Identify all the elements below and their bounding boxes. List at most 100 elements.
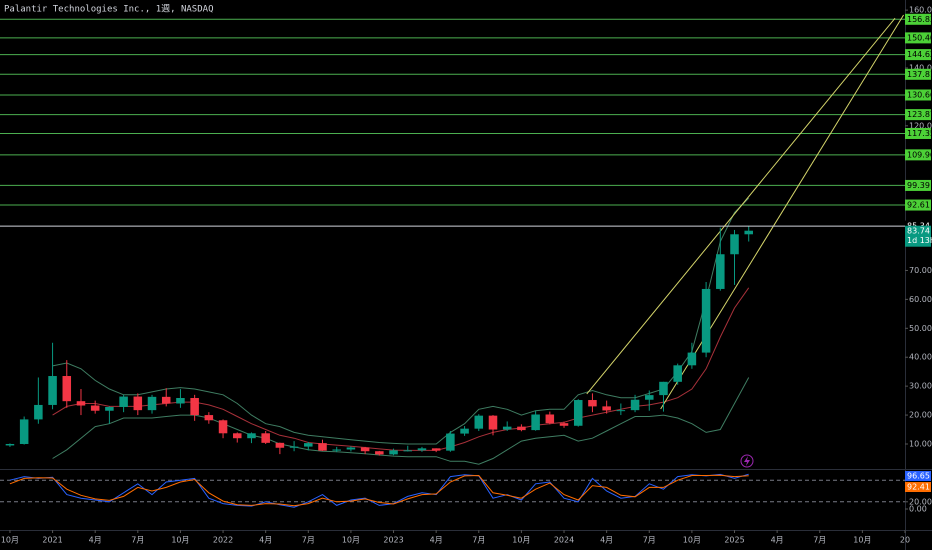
candle-body [332, 449, 341, 451]
level-label: 150.40 [907, 33, 932, 42]
candle-body [417, 448, 427, 451]
countdown-label: 1d 13h [907, 236, 932, 245]
candle-body [389, 450, 398, 455]
candle-body [375, 451, 384, 455]
x-tick-label: 10月 [853, 536, 871, 545]
candle-body [105, 406, 114, 411]
x-tick-label: 7月 [813, 536, 826, 545]
candle-body [190, 398, 199, 416]
candle-body [304, 443, 313, 447]
stoch-value-label: 96.65 [907, 472, 930, 481]
level-badge [905, 179, 931, 191]
x-tick-label: 10月 [512, 536, 530, 545]
level-label: 156.83 [907, 15, 932, 24]
stoch-value-label: 92.41 [907, 483, 930, 492]
candle-body [559, 423, 569, 426]
candle-body [289, 446, 299, 448]
candle-body [488, 415, 498, 430]
candle-body [133, 396, 143, 411]
level-badge [905, 89, 931, 101]
x-tick-label: 10月 [342, 536, 360, 545]
x-tick-label: 20 [900, 536, 910, 545]
x-tick-label: 2024 [554, 536, 574, 545]
candle-body [616, 410, 626, 412]
stoch-badge [905, 482, 931, 492]
trend-line [660, 14, 905, 410]
candle-body [502, 426, 512, 430]
x-tick-label: 7月 [302, 536, 315, 545]
level-label: 130.66 [907, 90, 932, 99]
candle-body [147, 396, 157, 411]
candle-body [517, 426, 526, 431]
y-tick-label: 160.00 [909, 6, 932, 15]
candle-body [687, 352, 697, 366]
candle-body [218, 420, 228, 434]
stoch-badge [905, 471, 931, 481]
stoch-line [9, 474, 749, 507]
x-tick-label: 2022 [213, 536, 233, 545]
x-tick-label: 10月 [171, 536, 189, 545]
candle-body [701, 288, 711, 353]
candle-body [659, 381, 668, 396]
candle-body [602, 406, 611, 411]
level-label: 92.61 [907, 201, 930, 210]
last-price-badge [905, 225, 931, 247]
candle-body [474, 415, 484, 429]
level-label: 144.62 [907, 50, 932, 59]
y-tick-label: 10.00 [909, 439, 932, 448]
band-lower [52, 377, 750, 465]
event-icon[interactable] [740, 454, 754, 468]
candle-body [19, 419, 29, 444]
candle-body [460, 428, 469, 434]
y-tick-label: 60.00 [909, 295, 932, 304]
y-tick-label: 30.00 [909, 382, 932, 391]
candle-body [545, 414, 555, 424]
level-label: 123.87 [907, 110, 932, 119]
x-tick-label: 2021 [42, 536, 62, 545]
candle-body [403, 450, 413, 452]
candle-body [346, 447, 356, 450]
level-badge [905, 32, 931, 44]
candle-body [76, 401, 86, 406]
candle-body [5, 443, 15, 446]
x-tick-label: 4月 [771, 536, 784, 545]
y-tick-label: 140.00 [909, 63, 932, 72]
x-tick-label: 2025 [724, 536, 744, 545]
candle-body [360, 447, 370, 452]
y-tick-label: 70.00 [909, 266, 932, 275]
level-label: 99.39 [907, 181, 930, 190]
level-badge [905, 49, 931, 61]
candle-body [531, 414, 540, 431]
chart-title: Palantir Technologies Inc., 1週, NASDAQ [4, 4, 213, 15]
x-tick-label: 7月 [643, 536, 656, 545]
y-tick-label: 40.00 [909, 353, 932, 362]
candle-body [119, 396, 128, 407]
candle-body [730, 234, 739, 255]
candle-body [673, 365, 682, 382]
stoch-y-tick-label: 20.00 [909, 497, 932, 506]
candle-body [716, 254, 725, 289]
level-badge [905, 13, 931, 25]
candle-body [446, 433, 455, 451]
level-badge [905, 68, 931, 80]
y-tick-label: 120.00 [909, 121, 932, 130]
candle-body [645, 395, 654, 400]
stoch-y-tick-label: 0.00 [909, 505, 927, 514]
trend-line [586, 17, 896, 395]
candle-body [232, 433, 242, 439]
candle-body [431, 448, 441, 451]
candle-body [261, 433, 270, 443]
x-tick-label: 7月 [472, 536, 485, 545]
level-label: 109.96 [907, 150, 932, 159]
candle-body [744, 230, 753, 235]
band-upper [52, 197, 750, 445]
candle-body [161, 396, 171, 404]
level-badge [905, 109, 931, 121]
candle-body [318, 443, 327, 451]
x-tick-label: 4月 [600, 536, 613, 545]
y-tick-label: 20.00 [909, 411, 932, 420]
x-tick-label: 4月 [430, 536, 443, 545]
candle-body [247, 433, 256, 439]
last-price-label: 83.74 [907, 227, 930, 236]
